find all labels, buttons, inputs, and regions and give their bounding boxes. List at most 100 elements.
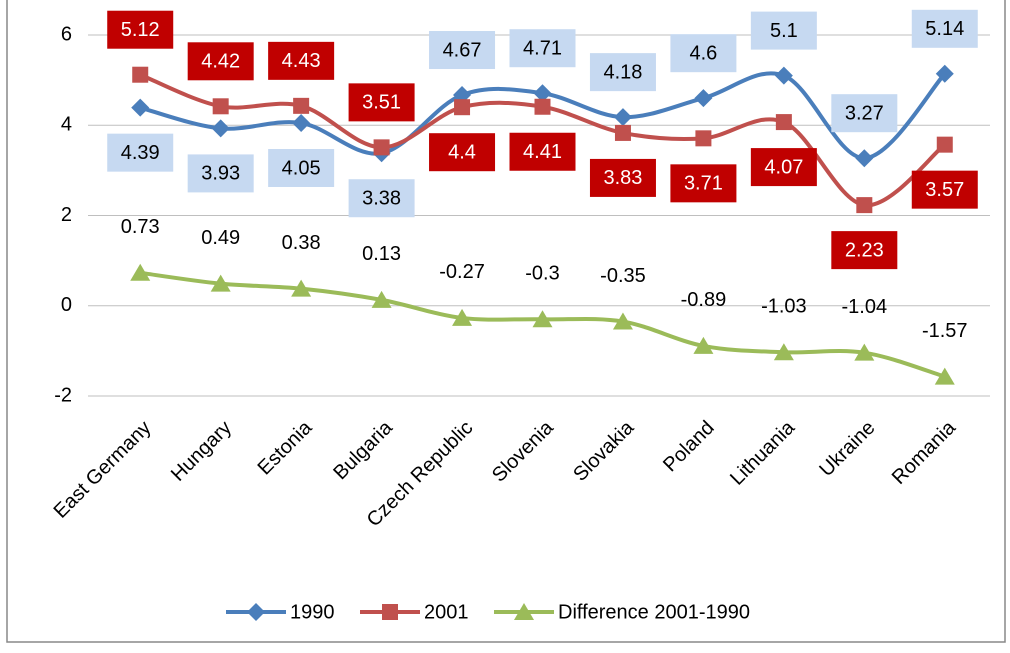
data-label-box [187,154,254,193]
legend-label: 1990 [290,601,335,623]
data-label: 4.67 [429,31,496,70]
data-label-box [509,29,576,68]
data-label: 3.51 [348,83,415,122]
data-label-box [589,158,656,197]
point-marker [291,279,312,297]
data-label-text: 3.93 [201,163,240,185]
data-label-text: 2.23 [845,239,884,261]
data-label-text: 3.27 [845,102,884,124]
point-marker [693,336,714,354]
legend-label: Difference 2001-1990 [558,601,750,623]
point-marker [934,367,955,385]
data-label-text: 3.71 [684,173,723,195]
data-label-box [670,164,737,203]
legend-marker [382,604,398,620]
data-label-text: 3.38 [362,188,401,210]
data-label: 4.07 [750,148,817,187]
point-marker [132,66,149,83]
data-label: 4.6 [670,34,737,73]
data-label: 3.93 [187,154,254,193]
point-marker [935,64,954,83]
data-label: -1.04 [842,296,888,318]
data-label-box [348,83,415,122]
data-label: 4.05 [268,148,335,187]
point-marker [612,312,633,330]
data-label: 3.57 [911,170,978,209]
data-label-text: 5.14 [925,18,964,40]
point-marker [694,89,713,108]
legend-marker [247,603,265,621]
point-marker [373,139,390,156]
point-marker [936,136,953,153]
point-marker [856,197,873,214]
point-marker [854,343,875,361]
data-label: 4.43 [268,41,335,80]
point-marker [210,274,231,292]
data-label: -0.89 [681,289,727,311]
data-label: 3.83 [589,158,656,197]
data-label: 4.41 [509,132,576,171]
data-label-text: 4.6 [690,42,718,64]
data-label-box [107,10,174,49]
point-marker [534,98,551,115]
data-label-box [831,231,898,270]
y-tick-label: 0 [61,294,72,316]
data-label-box [911,9,978,48]
point-marker [212,98,229,115]
data-label-text: 4.05 [282,157,321,179]
point-marker [532,310,553,328]
data-label: -0.35 [600,265,646,287]
data-label: 0.13 [362,243,401,265]
y-tick-label: 4 [61,114,72,136]
data-label-box [750,148,817,187]
data-label-box [268,41,335,80]
data-label-text: 5.12 [121,19,160,41]
data-label-box [187,42,254,81]
data-label-box [589,53,656,92]
data-label-text: 4.43 [282,50,321,72]
data-label-text: 4.67 [443,39,482,61]
data-label: -0.3 [525,263,559,285]
data-label: 4.18 [589,53,656,92]
data-label-text: 4.42 [201,51,240,73]
data-label: 5.12 [107,10,174,49]
point-marker [613,108,632,127]
data-label-box [911,170,978,209]
data-label: 3.71 [670,164,737,203]
data-label: 4.4 [429,133,496,172]
data-label-box [509,132,576,171]
data-label: 3.27 [831,94,898,133]
legend-label: 2001 [424,601,469,623]
y-tick-label: 2 [61,204,72,226]
point-marker [855,149,874,168]
legend-marker [514,603,534,620]
y-tick-label: -2 [54,384,72,406]
data-label: -1.57 [922,320,968,342]
data-label-text: 4.07 [764,156,803,178]
point-marker [452,308,473,326]
point-marker [293,97,310,114]
data-label-text: 4.41 [523,141,562,163]
data-label: 0.38 [282,232,321,254]
data-label: 4.42 [187,42,254,81]
data-label-box [831,94,898,133]
point-marker [211,119,230,138]
point-marker [614,124,631,141]
data-label-text: 5.1 [770,20,798,42]
data-label: 0.73 [121,216,160,238]
point-marker [130,263,151,281]
data-label: 4.39 [107,133,174,172]
point-marker [774,66,793,85]
data-label-box [670,34,737,73]
point-marker [533,84,552,103]
data-label-text: 3.51 [362,92,401,114]
data-label: 0.49 [201,227,240,249]
point-marker [292,113,311,132]
data-label-box [348,179,415,218]
data-label: -0.27 [439,261,485,283]
data-label-text: 4.4 [448,141,476,163]
y-tick-label: 6 [61,23,72,45]
data-label-text: 4.71 [523,37,562,59]
data-label-text: 4.18 [603,61,642,83]
